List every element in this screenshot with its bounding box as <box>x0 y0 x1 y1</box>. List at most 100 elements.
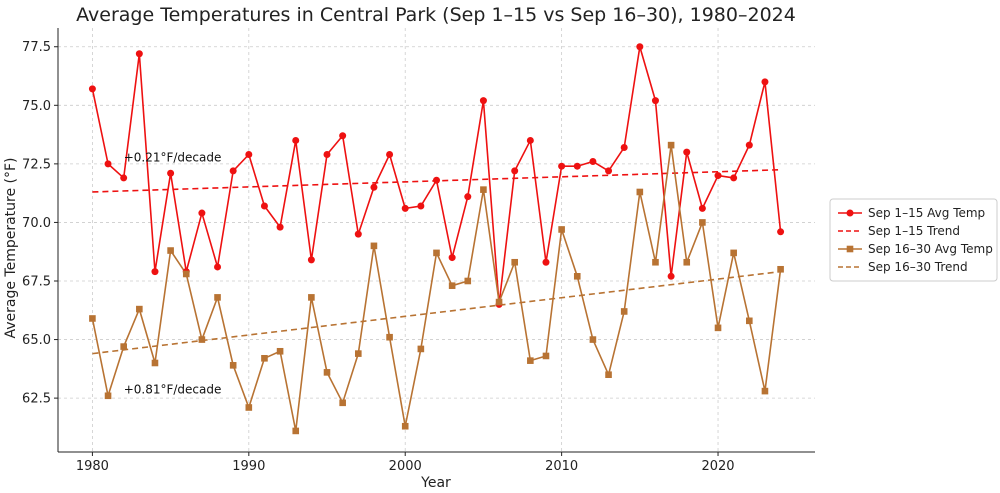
sep-1-15-avg-temp-point <box>589 158 597 166</box>
sep-16-30-avg-temp-point <box>245 404 253 411</box>
sep-16-30-avg-temp-point <box>323 369 331 376</box>
sep-1-15-avg-temp-point <box>558 162 566 170</box>
sep-1-15-avg-temp-point <box>214 263 222 271</box>
y-tick-labels: 62.5 65.0 67.5 70.0 72.5 75.0 77.5 <box>22 40 51 406</box>
sep-16-30-avg-temp-point <box>89 315 96 322</box>
sep-16-30-avg-temp-point <box>433 249 440 257</box>
legend-item-sep-1-15-trend: Sep 1–15 Trend <box>838 224 960 238</box>
y-tick-label: 62.5 <box>22 392 51 407</box>
sep-1-15-avg-temp-point <box>698 204 706 212</box>
x-tick-label: 2000 <box>389 459 422 474</box>
axes <box>54 28 815 456</box>
sep-1-15-avg-temp-point <box>745 141 753 149</box>
sep-1-15-avg-temp-point <box>260 202 268 210</box>
sep-1-15-avg-temp-point <box>323 150 331 158</box>
sep-1-15-avg-temp-point <box>120 174 128 182</box>
sep-1-15-avg-temp-point <box>651 97 659 105</box>
sep-1-15-avg-temp-point <box>511 167 519 175</box>
chart-title: Average Temperatures in Central Park (Se… <box>76 4 796 26</box>
sep-16-30-avg-temp-point <box>417 345 425 353</box>
legend-item-sep-16-30-avg-temp: Sep 16–30 Avg Temp <box>838 242 993 256</box>
sep-16-30-avg-temp-point <box>448 282 456 289</box>
sep-1-15-avg-temp-point <box>88 85 96 93</box>
sep-1-15-avg-temp-point <box>464 193 472 201</box>
sep-16-30-avg-temp-point <box>652 258 659 266</box>
sep-16-30-avg-temp-point <box>354 350 362 357</box>
sep-16-30-avg-temp-point <box>182 270 190 278</box>
sep-16-30-trend-line <box>92 270 781 355</box>
sep-16-30-avg-temp-point <box>261 354 268 362</box>
sep-1-15-avg-temp-point <box>339 132 347 140</box>
sep-1-15-avg-temp-point <box>135 50 143 58</box>
sep-1-15-avg-temp-point <box>526 136 534 144</box>
sep-16-30-avg-temp-point <box>699 219 706 226</box>
sep-1-15-avg-temp-point <box>417 202 425 210</box>
sep-16-30-avg-temp-point <box>777 265 784 273</box>
sep-16-30-avg-temp-point <box>370 242 378 250</box>
sep-1-15-avg-temp-point <box>198 209 206 217</box>
sep-1-15-avg-temp-point <box>542 258 550 266</box>
sep-16-30-avg-temp-point <box>495 298 503 306</box>
sep-16-30-avg-temp-point <box>104 392 112 400</box>
sep-16-30-avg-temp-point <box>339 399 346 407</box>
sep-16-30-avg-temp-point <box>214 294 221 301</box>
sep-16-30-avg-temp-point <box>542 352 550 360</box>
data-markers <box>88 43 785 435</box>
sep-16-30-avg-temp-point <box>276 347 284 355</box>
sep-1-15-avg-temp-point <box>151 268 159 276</box>
sep-16-30-avg-temp-point <box>229 362 237 369</box>
sep-16-30-avg-temp-point <box>573 273 581 280</box>
y-tick-label: 72.5 <box>22 157 51 172</box>
sep-16-30-avg-temp-point <box>605 371 612 378</box>
sep-1-15-avg-temp-point <box>401 204 409 212</box>
sep-1-15-avg-temp-point <box>307 256 315 264</box>
sep-1-15-avg-temp-point <box>448 254 456 262</box>
sep-1-15-avg-temp-point <box>433 176 440 184</box>
sep-16-30-avg-temp-point <box>386 333 393 341</box>
x-axis-label: Year <box>420 475 451 491</box>
sep-16-30-avg-temp-point <box>683 258 691 266</box>
y-tick-label: 65.0 <box>22 333 51 348</box>
sep-1-15-avg-temp-point <box>276 223 284 231</box>
legend-label: Sep 1–15 Avg Temp <box>868 206 985 220</box>
x-tick-label: 2010 <box>545 459 578 474</box>
sep-16-30-avg-temp-point <box>714 324 722 332</box>
sep-16-30-avg-temp-point <box>480 186 487 193</box>
sep-16-30-avg-temp-point <box>401 422 409 430</box>
series-lines <box>91 45 782 432</box>
sep-16-30-avg-temp-point <box>167 247 174 254</box>
x-tick-label: 1990 <box>232 459 265 474</box>
sep-16-30-avg-temp-point <box>308 294 315 301</box>
x-tick-label: 2020 <box>701 459 734 474</box>
sep-16-30-avg-temp-point <box>511 258 519 266</box>
legend-box <box>829 198 998 282</box>
y-axis-label: Average Temperature (°F) <box>3 157 19 338</box>
sep-1-15-avg-temp-point <box>479 97 487 105</box>
sep-1-15-avg-temp-point <box>777 228 785 236</box>
sep-16-30-avg-temp-point <box>620 308 628 315</box>
sep-1-15-avg-temp-point <box>667 272 675 280</box>
sep-1-15-avg-temp-point <box>730 174 738 182</box>
sep-1-15-avg-temp-point <box>714 172 722 180</box>
legend-item-sep-1-15-avg-temp: Sep 1–15 Avg Temp <box>838 206 985 220</box>
sep-1-15-avg-temp-point <box>370 183 378 191</box>
sep-1-15-avg-temp-point <box>620 143 628 151</box>
y-tick-label: 75.0 <box>22 99 51 114</box>
legend-label: Sep 1–15 Trend <box>868 224 960 238</box>
sep-16-30-avg-temp-point <box>464 277 472 285</box>
sep-1-15-avg-temp-point <box>229 167 237 175</box>
sep-16-30-avg-temp-point <box>120 343 127 350</box>
sep-16-30-avg-temp-point <box>636 188 644 196</box>
grid <box>58 28 815 452</box>
legend-label: Sep 16–30 Trend <box>868 260 968 274</box>
y-tick-label: 77.5 <box>22 40 51 55</box>
sep-16-30-avg-temp-point <box>136 305 143 313</box>
sep-16-30-avg-temp-point <box>730 249 737 257</box>
sep-16-30-avg-temp-point <box>198 336 206 343</box>
trend-annotation: +0.21°F/decade <box>124 151 222 165</box>
sep-1-15-avg-temp-point <box>245 150 253 158</box>
sep-16-30-avg-temp-point <box>527 357 534 364</box>
legend-marker <box>846 245 854 253</box>
